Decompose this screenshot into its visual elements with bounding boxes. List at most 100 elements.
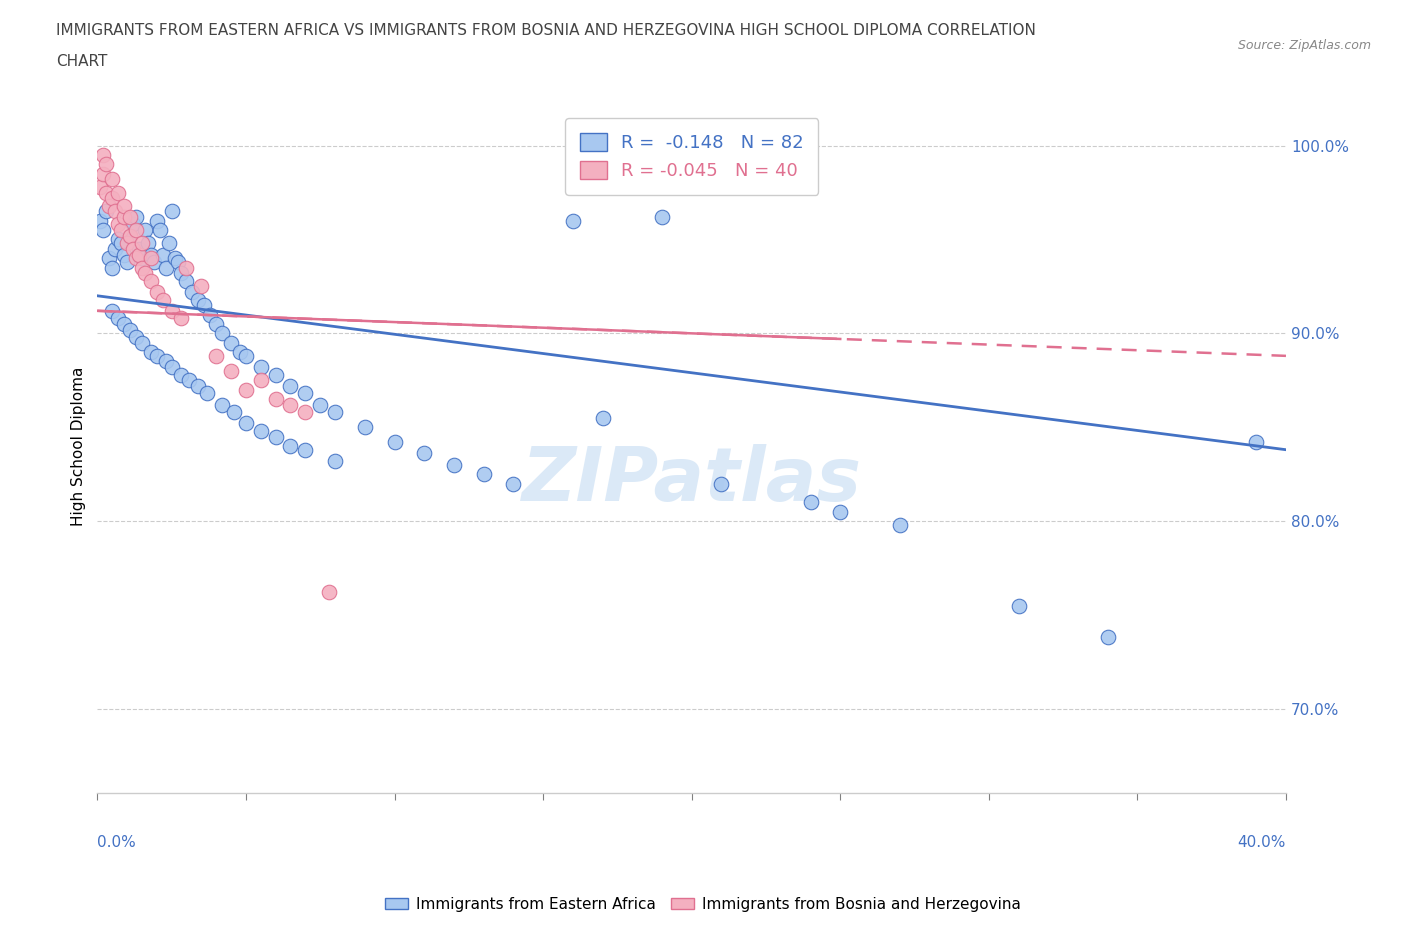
Point <box>104 204 127 219</box>
Point <box>280 397 302 412</box>
Point <box>134 222 156 237</box>
Point <box>142 255 165 270</box>
Point <box>1097 630 1119 644</box>
Point <box>115 236 138 251</box>
Point <box>160 303 183 318</box>
Point <box>200 307 222 322</box>
Point <box>107 311 129 325</box>
Text: Source: ZipAtlas.com: Source: ZipAtlas.com <box>1237 39 1371 52</box>
Point <box>799 495 821 510</box>
Point <box>118 322 141 337</box>
Point <box>157 236 180 251</box>
Point <box>149 222 172 237</box>
Point <box>249 373 271 388</box>
Point <box>110 236 132 251</box>
Text: 0.0%: 0.0% <box>97 835 136 850</box>
Point <box>323 454 346 469</box>
Point <box>134 266 156 281</box>
Point <box>651 209 673 224</box>
Point <box>104 242 127 257</box>
Point <box>205 349 228 364</box>
Point <box>131 260 153 275</box>
Point <box>219 364 242 379</box>
Point <box>122 242 145 257</box>
Point <box>169 266 191 281</box>
Point <box>229 345 252 360</box>
Point <box>502 476 524 491</box>
Point <box>384 434 406 449</box>
Point <box>131 251 153 266</box>
Point <box>139 345 162 360</box>
Point <box>264 429 287 444</box>
Point <box>235 382 257 397</box>
Point <box>136 236 159 251</box>
Point <box>152 292 174 307</box>
Point <box>264 392 287 406</box>
Point <box>160 204 183 219</box>
Point <box>146 349 169 364</box>
Text: ZIPatlas: ZIPatlas <box>522 445 862 517</box>
Point <box>122 217 145 232</box>
Point <box>235 349 257 364</box>
Point <box>128 242 150 257</box>
Point <box>160 360 183 375</box>
Point <box>131 236 153 251</box>
Point <box>413 446 436 461</box>
Point <box>139 251 162 266</box>
Point <box>152 247 174 262</box>
Text: CHART: CHART <box>56 54 108 69</box>
Point <box>294 443 316 458</box>
Point <box>139 273 162 288</box>
Point <box>249 360 271 375</box>
Point <box>110 222 132 237</box>
Point <box>91 222 114 237</box>
Point <box>89 213 111 228</box>
Legend: R =  -0.148   N = 82, R = -0.045   N = 40: R = -0.148 N = 82, R = -0.045 N = 40 <box>565 118 818 194</box>
Legend: Immigrants from Eastern Africa, Immigrants from Bosnia and Herzegovina: Immigrants from Eastern Africa, Immigran… <box>380 891 1026 918</box>
Point <box>101 191 124 206</box>
Point <box>169 311 191 325</box>
Point <box>222 405 245 419</box>
Point <box>112 198 135 213</box>
Point <box>323 405 346 419</box>
Point <box>96 204 118 219</box>
Point <box>112 247 135 262</box>
Point <box>139 247 162 262</box>
Point <box>125 222 148 237</box>
Point <box>472 467 495 482</box>
Point <box>592 410 614 425</box>
Point <box>101 303 124 318</box>
Point <box>163 251 186 266</box>
Point <box>280 379 302 393</box>
Point <box>125 329 148 344</box>
Point <box>125 251 148 266</box>
Point <box>107 185 129 200</box>
Point <box>219 336 242 351</box>
Point <box>1007 598 1029 613</box>
Point <box>294 405 316 419</box>
Point <box>101 172 124 187</box>
Point <box>115 255 138 270</box>
Point <box>176 260 198 275</box>
Point <box>211 397 233 412</box>
Point <box>96 157 118 172</box>
Point <box>91 148 114 163</box>
Point <box>146 213 169 228</box>
Point <box>889 517 911 532</box>
Point <box>187 379 209 393</box>
Point <box>118 228 141 243</box>
Point <box>169 367 191 382</box>
Point <box>1244 434 1267 449</box>
Point <box>179 373 201 388</box>
Point <box>112 316 135 331</box>
Point <box>353 419 375 434</box>
Point <box>830 504 852 519</box>
Point <box>318 585 340 600</box>
Point <box>264 367 287 382</box>
Point <box>190 279 212 294</box>
Text: IMMIGRANTS FROM EASTERN AFRICA VS IMMIGRANTS FROM BOSNIA AND HERZEGOVINA HIGH SC: IMMIGRANTS FROM EASTERN AFRICA VS IMMIGR… <box>56 23 1036 38</box>
Point <box>155 260 177 275</box>
Point <box>146 285 169 299</box>
Point <box>187 292 209 307</box>
Point <box>195 386 218 401</box>
